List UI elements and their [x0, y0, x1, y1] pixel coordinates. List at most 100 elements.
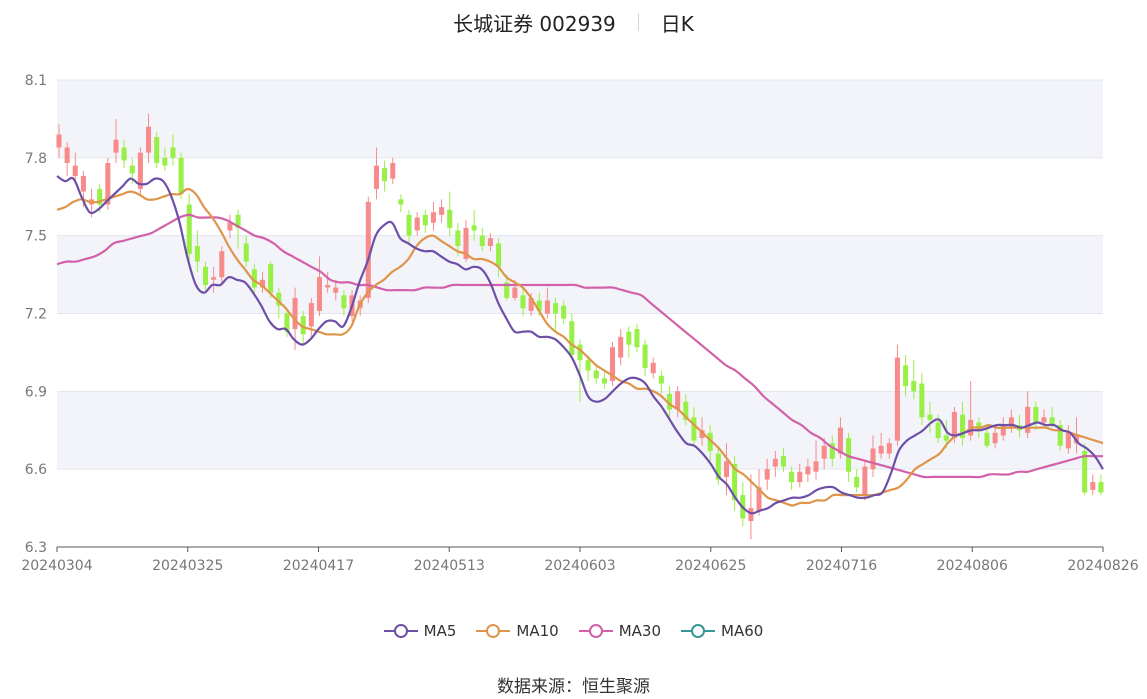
- ma30-line: [56, 213, 1103, 479]
- candle-body: [72, 165, 78, 176]
- candle-body: [308, 303, 314, 327]
- candle-body: [715, 453, 721, 480]
- candle-body: [756, 487, 762, 511]
- legend-item-ma5[interactable]: MA5: [383, 622, 457, 640]
- x-tick-label: 20240716: [806, 558, 877, 574]
- candle-body: [577, 344, 583, 361]
- candle: [1082, 443, 1088, 496]
- legend-label: MA5: [423, 622, 457, 640]
- candle-body: [683, 401, 689, 420]
- candle: [569, 313, 575, 361]
- candle: [1098, 474, 1104, 496]
- candle: [886, 438, 892, 459]
- candle: [398, 194, 404, 213]
- candle: [422, 209, 428, 234]
- candle: [227, 214, 233, 239]
- candle: [927, 401, 933, 433]
- candle-body: [146, 126, 152, 153]
- candle-body: [463, 227, 469, 260]
- candle: [813, 440, 819, 480]
- candle: [911, 360, 917, 400]
- background-bands: [57, 80, 1103, 470]
- candle-body: [178, 157, 184, 195]
- candle: [666, 386, 673, 418]
- legend: MA5 MA10 MA30 MA60: [0, 618, 1147, 644]
- candle-body: [960, 414, 966, 439]
- candle: [308, 297, 314, 340]
- candle-body: [406, 214, 412, 236]
- candle-body: [1082, 451, 1088, 493]
- candle-body: [496, 243, 502, 267]
- candle-body: [1000, 425, 1006, 436]
- chart-title-bar: 长城证券 002939 日K: [0, 6, 1147, 38]
- candle-body: [553, 303, 559, 314]
- candle: [561, 300, 567, 324]
- candle-body: [479, 235, 485, 247]
- candle-body: [707, 432, 713, 452]
- candle: [610, 342, 616, 387]
- y-tick-label: 7.8: [25, 151, 47, 167]
- candle-body: [341, 295, 347, 309]
- candle: [960, 401, 966, 446]
- candle: [878, 432, 884, 459]
- candle-body: [846, 438, 852, 472]
- candle-body: [878, 445, 884, 454]
- candle-body: [56, 134, 62, 148]
- candle: [373, 147, 379, 200]
- candle-body: [1041, 417, 1047, 423]
- candle-body: [300, 316, 306, 335]
- x-tick-label: 20240325: [152, 558, 223, 574]
- candle-body: [398, 199, 404, 205]
- candle: [634, 323, 640, 353]
- candle: [316, 256, 323, 317]
- candle: [235, 209, 241, 249]
- candle: [341, 290, 347, 317]
- candle-body: [821, 445, 827, 459]
- candle-body: [170, 147, 176, 158]
- candle: [601, 370, 607, 389]
- candle-body: [512, 287, 518, 298]
- candle-body: [544, 300, 550, 314]
- y-tick-label: 7.2: [25, 307, 47, 323]
- candle-body: [903, 365, 909, 387]
- candle: [748, 474, 754, 540]
- candle-body: [789, 471, 795, 483]
- candle: [154, 131, 160, 169]
- candle: [284, 308, 290, 337]
- candle-body: [723, 461, 730, 477]
- candle: [382, 160, 388, 192]
- candle: [1000, 417, 1006, 441]
- candle-body: [186, 204, 192, 254]
- candle: [406, 209, 412, 244]
- candle: [691, 406, 697, 446]
- gridlines: [57, 79, 1103, 470]
- candle-body: [520, 295, 526, 309]
- legend-item-ma60[interactable]: MA60: [681, 622, 763, 640]
- x-axis: 20240304 20240325 20240417 20240513 20240603…: [21, 546, 1139, 574]
- legend-label: MA10: [516, 622, 559, 640]
- candle: [870, 435, 876, 477]
- candle: [496, 238, 502, 278]
- candle-body: [390, 163, 396, 179]
- candle: [162, 147, 168, 171]
- band: [57, 391, 1103, 470]
- candle: [992, 425, 998, 449]
- legend-swatch: [578, 624, 613, 638]
- legend-swatch: [383, 624, 418, 638]
- candle: [72, 152, 78, 184]
- candle: [626, 326, 632, 358]
- candle-body: [202, 266, 209, 285]
- candle: [325, 271, 331, 293]
- candle: [707, 425, 713, 462]
- candle-body: [610, 347, 616, 381]
- candle: [894, 344, 900, 446]
- candle-body: [439, 207, 445, 215]
- candle: [764, 458, 770, 490]
- legend-item-ma30[interactable]: MA30: [578, 622, 661, 640]
- candle: [1065, 425, 1071, 454]
- candle-body: [772, 458, 778, 467]
- legend-item-ma10[interactable]: MA10: [476, 622, 559, 640]
- y-tick-label: 8.1: [25, 73, 47, 89]
- candle-body: [854, 476, 860, 488]
- candle-body: [194, 246, 200, 262]
